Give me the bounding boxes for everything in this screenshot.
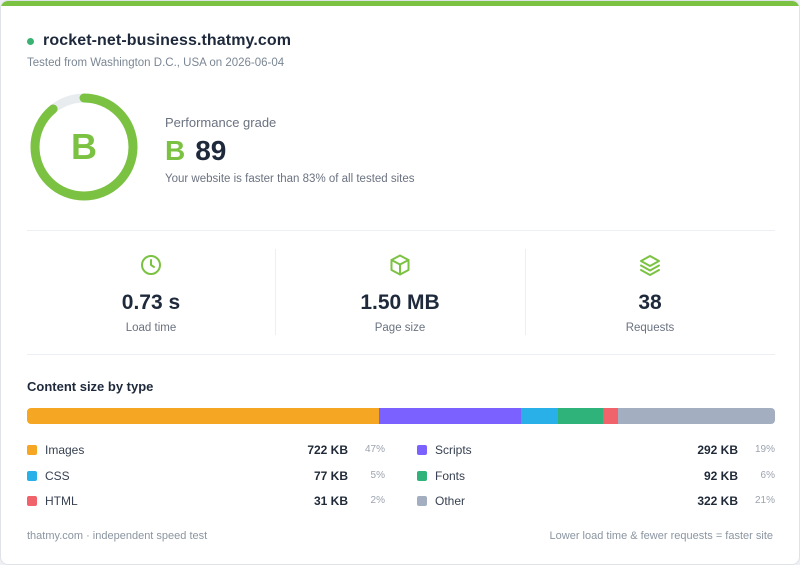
bar-segment-images (27, 408, 379, 424)
legend-item-css: CSS (27, 468, 70, 484)
legend-size: 31 KB (313, 494, 348, 508)
divider (27, 354, 775, 355)
metric-label: Load time (125, 322, 177, 334)
content-size-bar (27, 408, 775, 424)
legend-size: 77 KB (313, 469, 348, 483)
metric-value: 0.73 s (121, 291, 181, 314)
legend-swatch (417, 496, 427, 506)
legend-percent: 21% (754, 495, 775, 506)
legend-size: 92 KB (703, 469, 738, 483)
gauge-ring (30, 93, 138, 201)
footer-credit: thatmy.com · independent speed test (27, 530, 208, 542)
clock-icon (141, 255, 161, 275)
legend-swatch (27, 445, 37, 455)
legend-swatch (27, 496, 37, 506)
site-header: rocket-net-business.thatmy.com (27, 32, 291, 50)
legend-size: 322 KB (697, 494, 738, 508)
legend-percent: 6% (760, 470, 775, 481)
bar-segment-fonts (558, 408, 603, 424)
test-location-date: Tested from Washington D.C., USA on 2026… (27, 57, 285, 69)
metric-label: Requests (625, 322, 675, 334)
gauge-progress (30, 93, 138, 201)
metric-label: Page size (374, 322, 426, 334)
performance-score: 89 (195, 135, 227, 166)
legend-percent: 5% (370, 470, 385, 481)
performance-gauge: B (29, 92, 139, 202)
performance-label: Performance grade (165, 115, 277, 130)
bar-segment-scripts (378, 408, 521, 424)
footer-hint: Lower load time & fewer requests = faste… (549, 530, 773, 542)
performance-comparison: Your website is faster than 83% of all t… (165, 173, 415, 185)
legend-label: Other (435, 494, 466, 508)
legend-percent: 2% (370, 495, 385, 506)
legend-item-html: HTML (27, 493, 78, 509)
legend-swatch (27, 471, 37, 481)
legend-swatch (417, 471, 427, 481)
legend-label: Fonts (435, 469, 466, 483)
legend-item-other: Other (417, 493, 465, 509)
legend-label: CSS (45, 469, 70, 483)
site-name: rocket-net-business.thatmy.com (43, 32, 292, 49)
legend-percent: 47% (364, 444, 385, 455)
performance-score-row: B 89 (165, 135, 226, 167)
legend-label: Images (45, 443, 85, 457)
metric-value: 1.50 MB (360, 291, 440, 314)
legend-item-scripts: Scripts (417, 442, 472, 458)
bar-segment-css (520, 408, 559, 424)
metric-page-size: 1.50 MB Page size (276, 249, 524, 335)
legend-percent: 19% (754, 444, 775, 455)
performance-grade: B (165, 135, 186, 166)
divider (27, 230, 775, 231)
gauge-grade-letter: B (71, 126, 97, 167)
content-size-title: Content size by type (27, 379, 154, 394)
legend-size: 722 KB (307, 443, 348, 457)
legend-item-fonts: Fonts (417, 468, 465, 484)
bar-segment-other (617, 408, 775, 424)
metric-load-time: 0.73 s Load time (27, 249, 275, 335)
legend-swatch (417, 445, 427, 455)
legend-item-images: Images (27, 442, 84, 458)
status-dot-icon (27, 37, 34, 45)
metric-divider (525, 249, 526, 335)
bar-segment-html (602, 408, 618, 424)
layers-icon (640, 255, 660, 276)
box-icon (390, 254, 410, 276)
metric-value: 38 (638, 291, 662, 314)
legend-label: Scripts (435, 443, 472, 457)
metric-divider (275, 249, 276, 335)
legend-size: 292 KB (697, 443, 738, 457)
top-accent-bar (1, 1, 799, 6)
metric-requests: 38 Requests (526, 249, 774, 335)
legend-label: HTML (45, 494, 78, 508)
